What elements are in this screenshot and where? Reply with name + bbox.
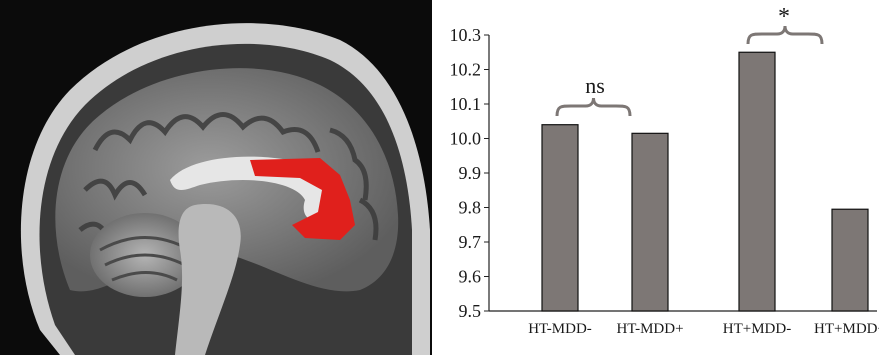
bar-chart: 9.5 9.6 9.7 9.8 9.9 10.0 10.1 10.2 10.3 HT-MDD- HT… [432,0,879,355]
significance-bracket [746,25,824,45]
bar [831,208,869,312]
y-tick-label: 10.3 [450,25,482,45]
x-tick-label: HT+MDD- [723,321,791,337]
y-tick-label: 10.0 [450,129,482,149]
bar [541,124,579,312]
mri-brain-image [0,0,432,356]
y-tick-label: 9.5 [459,301,482,321]
x-tick-label: HT-MDD+ [616,321,683,337]
y-tick-label: 9.6 [459,267,482,287]
x-tick-label: HT+MDD+ [814,321,879,337]
bar [631,132,669,312]
annotation-significant: * [778,4,790,30]
y-tick-label: 9.8 [459,198,482,218]
significance-bracket [555,97,632,117]
annotation-ns: ns [585,73,605,98]
y-tick-label: 10.2 [450,60,482,80]
bar-chart-svg: 9.5 9.6 9.7 9.8 9.9 10.0 10.1 10.2 10.3 HT-MDD- HT… [450,4,879,337]
highlighted-region [250,158,355,240]
y-tick-label: 9.7 [459,232,482,252]
y-tick-label: 9.9 [459,163,482,183]
bar [738,51,776,312]
brain-mri-icon [0,0,432,356]
x-tick-label: HT-MDD- [528,321,592,337]
y-tick-label: 10.1 [450,94,482,114]
